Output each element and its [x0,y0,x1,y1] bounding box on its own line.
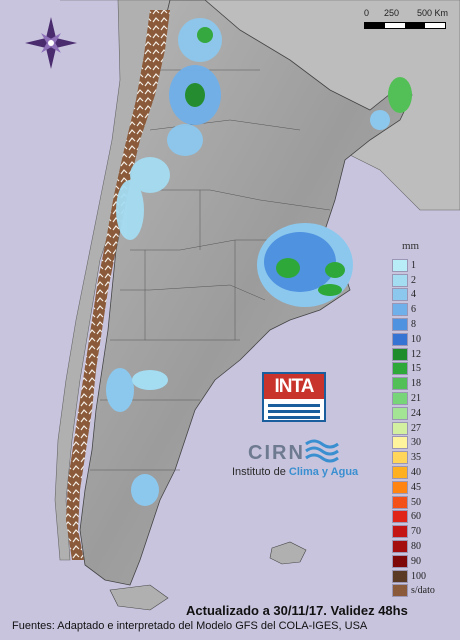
rain-south [106,368,168,506]
legend-swatch [392,406,408,420]
legend-item: 21 [392,391,452,406]
legend-item: 8 [392,317,452,332]
precipitation-legend: 1 2 4 6 8 10 12 15 18 21 24 27 30 35 40 45 50 60 70 80 90 100… [392,258,452,598]
legend-swatch [392,303,408,317]
legend-item: 12 [392,347,452,362]
scale-bar: 0 250 500 Km [364,8,450,34]
legend-label: 90 [411,555,421,567]
legend-item: 40 [392,465,452,480]
legend-item: 35 [392,450,452,465]
legend-label: 21 [411,393,421,405]
legend-label: 8 [411,319,416,331]
inta-logo-text: INTA [264,374,324,399]
legend-swatch [392,510,408,524]
legend-item: 70 [392,524,452,539]
legend-label: 70 [411,526,421,538]
legend-swatch [392,451,408,465]
legend-item: 6 [392,302,452,317]
sources-note: Fuentes: Adaptado e interpretado del Mod… [12,620,368,632]
scale-graphic [364,22,446,29]
institute-prefix: Instituto de [232,466,286,478]
cirn-logo-text: CIRN [248,442,305,464]
legend-swatch [392,525,408,539]
legend-label: 45 [411,481,421,493]
legend-item: 100 [392,569,452,584]
legend-label: 1 [411,259,416,271]
legend-item: s/dato [392,584,452,599]
legend-label: 35 [411,452,421,464]
legend-swatch [392,362,408,376]
scale-label-0: 0 [364,8,370,18]
legend-label: 27 [411,422,421,434]
legend-item: 60 [392,510,452,525]
legend-item: 27 [392,421,452,436]
legend-item: 1 [392,258,452,273]
legend-item: 2 [392,273,452,288]
legend-item: 10 [392,332,452,347]
rain-buenos-aires [257,223,353,307]
compass-rose-icon [25,17,77,69]
legend-unit: mm [402,240,420,252]
legend-swatch [392,318,408,332]
legend-item: 30 [392,436,452,451]
legend-swatch [392,466,408,480]
legend-swatch [392,569,408,583]
legend-swatch [392,584,408,598]
legend-label: 60 [411,511,421,523]
legend-item: 24 [392,406,452,421]
malvinas [269,541,307,565]
rain-northeast [370,77,412,130]
legend-label: 50 [411,496,421,508]
legend-label: s/dato [411,585,435,597]
legend-label: 15 [411,363,421,375]
legend-label: 10 [411,333,421,345]
legend-label: 30 [411,437,421,449]
legend-item: 18 [392,376,452,391]
legend-item: 45 [392,480,452,495]
legend-swatch [392,288,408,302]
legend-item: 80 [392,539,452,554]
scale-label-500: 500 Km [417,8,449,18]
legend-swatch [392,273,408,287]
legend-swatch [392,421,408,435]
legend-swatch [392,258,408,272]
institute-name: Instituto de Clima y Agua [232,466,358,478]
tierra-del-fuego [109,584,169,611]
legend-swatch [392,554,408,568]
legend-label: 4 [411,289,416,301]
legend-swatch [392,436,408,450]
rain-north [116,18,222,240]
legend-label: 12 [411,348,421,360]
legend-swatch [392,377,408,391]
legend-item: 50 [392,495,452,510]
legend-label: 2 [411,274,416,286]
legend-label: 100 [411,570,426,582]
scale-label-250: 250 [384,8,400,18]
legend-swatch [392,495,408,509]
legend-swatch [392,332,408,346]
update-notice: Actualizado a 30/11/17. Validez 48hs [186,603,408,618]
legend-item: 4 [392,288,452,303]
legend-swatch [392,347,408,361]
inta-logo: INTA [262,372,326,422]
legend-label: 40 [411,467,421,479]
legend-swatch [392,540,408,554]
water-waves-icon [305,439,339,463]
legend-item: 90 [392,554,452,569]
no-data-andes [66,10,170,560]
legend-swatch [392,392,408,406]
legend-label: 18 [411,378,421,390]
legend-swatch [392,480,408,494]
legend-label: 6 [411,304,416,316]
institute-highlight: Clima y Agua [288,466,359,478]
legend-item: 15 [392,362,452,377]
legend-label: 80 [411,541,421,553]
legend-label: 24 [411,407,421,419]
